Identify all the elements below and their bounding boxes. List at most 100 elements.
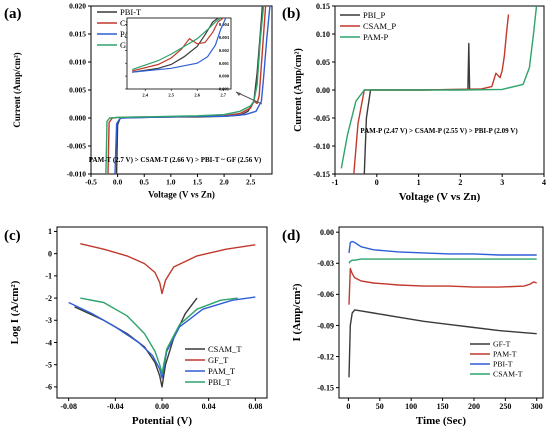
y-axis-title: Current (Amp/cm²) <box>12 52 22 127</box>
x-tick-label: 200 <box>468 402 480 411</box>
series-line-pbi-p <box>363 42 471 174</box>
y-tick-label: -1 <box>45 272 52 281</box>
legend-label: PAM_T <box>208 366 236 376</box>
x-tick-label: -0.5 <box>85 178 97 187</box>
x-tick-label: 0 <box>346 402 350 411</box>
plot-frame <box>338 226 544 399</box>
inset-y-tick-label: 0.001 <box>219 61 230 66</box>
y-tick-label: -4 <box>45 338 52 347</box>
legend-label: PBI_T <box>208 377 231 387</box>
y-tick-label: -0.10 <box>313 142 330 151</box>
chart-panel-2: -1 0 1 2 3 4 -0.15 -0.10 -0.05 0.00 0.05 0.10 0.15 Vo… <box>282 2 546 203</box>
x-tick-label: 300 <box>531 402 543 411</box>
legend-label: PBI_P <box>363 10 385 20</box>
legend-label: PBI-T <box>120 7 142 17</box>
inset-series-line-pbi-t <box>132 18 219 73</box>
x-axis-title: Time (Sec) <box>416 415 467 427</box>
x-tick-label: 1.5 <box>193 178 203 187</box>
x-tick-label: 150 <box>437 402 449 411</box>
panel-label: (b) <box>282 6 300 22</box>
x-tick-label: 1 <box>417 178 421 187</box>
chart-panel-3: -0.08 -0.04 0.00 0.04 0.08 -6 -5 -4 -3 -2 -1 0 1 Pote… <box>4 226 268 427</box>
inset-x-tick-label: 2.4 <box>142 93 148 98</box>
y-tick-label: -0.005 <box>67 142 87 151</box>
y-axis-title: I (Amp/cm²) <box>291 283 303 341</box>
y-tick-label: -0.03 <box>317 259 334 268</box>
legend-label: GF-T <box>493 340 511 349</box>
y-tick-label: 0.000 <box>69 114 86 123</box>
y-tick-label: -0.12 <box>317 352 334 361</box>
x-tick-label: 1.0 <box>166 178 176 187</box>
x-tick-label: 3 <box>500 178 504 187</box>
x-tick-label: 0 <box>375 178 379 187</box>
legend-label: PAM-T <box>493 350 517 359</box>
x-tick-label: 2 <box>458 178 462 187</box>
y-tick-label: -0.06 <box>317 290 334 299</box>
legend-label: CSAM_P <box>363 21 396 31</box>
inset-y-tick-label: 0.002 <box>219 48 230 53</box>
series-line-gf-t <box>105 6 265 174</box>
y-tick-label: 1 <box>48 227 52 236</box>
series-line-pam-p <box>340 6 538 169</box>
inset-y-tick-label: 0.004 <box>219 22 230 27</box>
inset-plot: 2.4 2.5 2.6 2.7-0.001 0.000 0.001 0.002 0.003 0.… <box>125 17 263 105</box>
y-axis-title: Log I (A/cm²) <box>9 280 21 344</box>
chart-panel-1: -0.5 0.0 0.5 1.0 1.5 2.0 2.5 -0.010 -0.005 0.000 0… <box>4 2 273 200</box>
y-tick-label: -0.09 <box>317 321 334 330</box>
panel-label: (c) <box>4 228 21 244</box>
y-tick-label: -0.15 <box>313 170 330 179</box>
inset-x-tick-label: 2.7 <box>220 93 226 98</box>
legend-label: CSAM_T <box>208 344 242 354</box>
inset-series-line-gf-t <box>132 18 221 71</box>
series-line-gf-t <box>348 309 537 378</box>
annotation-text: PAM-T (2.7 V) > CSAM-T (2.66 V) > PBI-T … <box>89 156 262 164</box>
x-tick-label: -1 <box>332 178 339 187</box>
x-tick-label: 0.08 <box>248 402 262 411</box>
inset-y-tick-label: -0.001 <box>217 87 229 92</box>
x-axis-title: Voltage (V vs Zn) <box>148 190 215 200</box>
x-tick-label: -0.08 <box>60 402 77 411</box>
series-line-gf-t <box>80 243 256 295</box>
inset-series-line-pam-t <box>132 18 227 73</box>
y-tick-label: 0.005 <box>69 86 86 95</box>
x-tick-label: 0.0 <box>113 178 123 187</box>
x-tick-label: 4 <box>542 178 546 187</box>
x-tick-label: 0.5 <box>140 178 150 187</box>
y-tick-label: -6 <box>45 383 52 392</box>
x-axis-title: Potential (V) <box>132 415 193 427</box>
y-tick-label: 0.00 <box>316 86 330 95</box>
inset-frame <box>126 17 232 90</box>
y-tick-label: -2 <box>45 294 52 303</box>
inset-y-tick-label: 0.003 <box>219 35 230 40</box>
series-group <box>68 243 256 388</box>
legend-label: PBI-T <box>493 360 513 369</box>
series-line-csam-t <box>348 258 537 264</box>
inset-pointer-arrowhead <box>236 92 241 96</box>
chart-panel-4: 0 50 100 150 200 250 300 -0.15 -0.12 -0.09 -0.06 -0… <box>282 226 544 427</box>
legend-label: CSAM-T <box>493 370 523 379</box>
series-group <box>348 240 537 378</box>
y-tick-label: 0.15 <box>316 2 330 11</box>
y-tick-label: -5 <box>45 360 52 369</box>
y-tick-label: -0.05 <box>313 114 330 123</box>
x-tick-label: 2.5 <box>246 178 256 187</box>
series-line-pam-t <box>348 267 537 305</box>
series-group <box>105 6 271 174</box>
y-axis-title: Current (Amp/cm²) <box>293 48 304 132</box>
series-line-pbi-t <box>80 297 238 375</box>
y-tick-label: 0.020 <box>69 2 86 11</box>
y-tick-label: 0.015 <box>69 30 86 39</box>
x-tick-label: 250 <box>499 402 511 411</box>
inset-x-tick-label: 2.5 <box>168 93 174 98</box>
x-tick-label: 0.04 <box>202 402 216 411</box>
x-tick-label: 2.0 <box>219 178 229 187</box>
inset-x-tick-label: 2.6 <box>194 93 200 98</box>
series-line-pbi-t <box>348 240 537 256</box>
y-tick-label: 0.05 <box>316 58 330 67</box>
y-tick-label: -0.15 <box>317 383 334 392</box>
panel-label: (d) <box>282 228 300 244</box>
y-tick-label: 0.010 <box>69 58 86 67</box>
x-tick-label: 50 <box>376 402 384 411</box>
